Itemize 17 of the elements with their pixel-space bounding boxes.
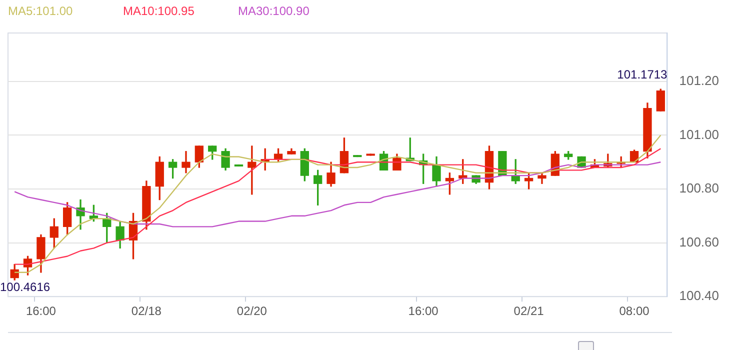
y-tick-label: 101.20 bbox=[679, 72, 720, 88]
y-tick-label: 100.80 bbox=[679, 180, 720, 196]
annotation: 100.4616 bbox=[0, 280, 50, 294]
y-tick-label: 100.60 bbox=[679, 234, 720, 250]
x-tick-label: 02/20 bbox=[236, 304, 268, 318]
candlestick bbox=[498, 151, 507, 176]
text: MA5:101.00 bbox=[8, 4, 74, 18]
x-tick-label: 08:00 bbox=[619, 304, 650, 318]
annotation: 101.1713 bbox=[617, 67, 668, 82]
text: MA10:100.95 bbox=[123, 4, 196, 18]
x-tick-label: 16:00 bbox=[26, 304, 56, 318]
y-tick-label: 101.00 bbox=[679, 126, 720, 142]
y-tick-label: 100.40 bbox=[679, 288, 720, 304]
x-tick-label: 02/21 bbox=[514, 304, 544, 318]
x-tick-label: 16:00 bbox=[408, 304, 439, 318]
x-tick-label: 02/18 bbox=[131, 304, 162, 318]
text: MA30:100.90 bbox=[238, 4, 310, 18]
